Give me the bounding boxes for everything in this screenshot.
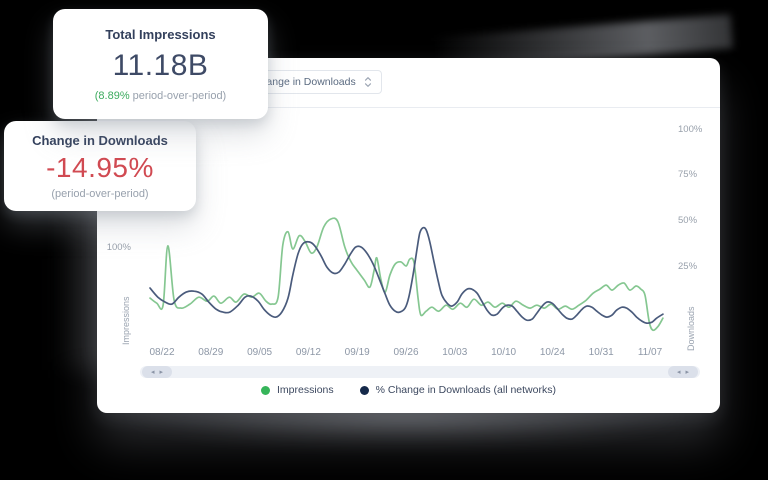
scrollbar-handle-left[interactable]: ◂ ▸ [142,366,172,378]
left-axis-tick: 100% [106,242,131,253]
select-caret-icon [364,76,372,88]
scroll-left-arrow-icon: ◂ [150,368,155,376]
x-axis-label: 10/24 [539,347,565,358]
change-in-downloads-card: Change in Downloads -14.95% (period-over… [4,121,196,211]
legend-item-downloads[interactable]: % Change in Downloads (all networks) [359,384,556,396]
card-value: -14.95% [46,151,154,183]
x-axis-label: 09/26 [393,347,419,358]
chart-plot-area[interactable] [140,115,665,345]
legend-item-impressions[interactable]: Impressions [261,384,334,396]
series-line [149,226,664,325]
chart-legend: Impressions % Change in Downloads (all n… [97,384,720,396]
x-axis-label: 10/03 [442,347,468,358]
downloads-legend-dot-icon [359,385,369,395]
impressions-legend-dot-icon [261,385,271,395]
card-title: Total Impressions [105,26,216,42]
right-axis-tick: 100% [678,123,703,135]
scroll-right-arrow-icon: ▸ [159,368,164,376]
legend-label: Impressions [277,384,334,396]
line-chart [149,217,664,332]
chart-scrollbar-track[interactable]: ◂ ▸ ◂ ▸ [140,366,700,378]
delta-value: (8.89% [94,89,130,102]
right-axis-title: Downloads [686,306,696,351]
x-axis-label: 08/22 [149,347,175,358]
x-axis-label: 10/31 [588,347,614,358]
left-axis-title: Impressions [121,296,131,346]
scrollbar-handle-right[interactable]: ◂ ▸ [668,366,698,378]
x-axis-label: 10/10 [491,347,517,358]
x-axis-label: 09/12 [295,347,321,358]
legend-label: % Change in Downloads (all networks) [375,384,556,396]
x-axis-label: 11/07 [637,347,663,358]
metric-dropdown-value: Change in Downloads [253,76,356,88]
card-title: Change in Downloads [32,132,168,148]
card-subtitle: (8.89% period-over-period) [95,90,226,102]
delta-caption: period-over-period) [129,89,227,102]
x-axis-label: 09/19 [344,347,370,358]
scroll-left-arrow-icon: ◂ [676,368,681,376]
card-value: 11.18B [112,48,209,82]
card-subtitle: (period-over-period) [51,187,149,200]
scroll-right-arrow-icon: ▸ [685,368,690,376]
right-axis-tick: 25% [678,260,698,272]
header-divider [97,107,720,108]
x-axis-label: 08/29 [198,347,224,358]
right-axis-tick: 50% [678,214,698,226]
right-axis-tick: 75% [678,169,698,181]
total-impressions-card: Total Impressions 11.18B (8.89% period-o… [53,9,268,119]
x-axis-label: 09/05 [247,347,273,358]
